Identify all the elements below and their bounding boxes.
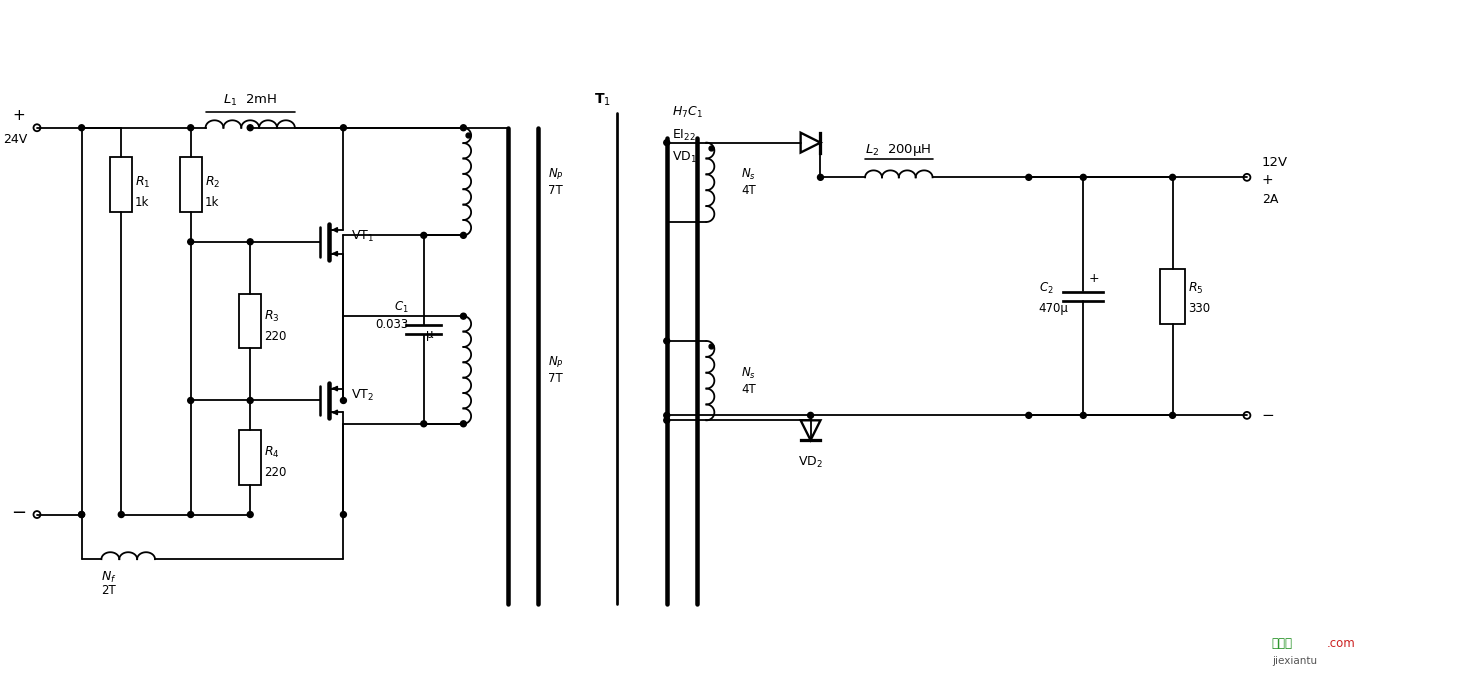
- Text: $C_2$: $C_2$: [1039, 281, 1054, 296]
- Circle shape: [460, 125, 466, 130]
- Bar: [1160, 269, 1185, 324]
- Circle shape: [663, 338, 670, 344]
- Circle shape: [420, 233, 426, 239]
- Text: VT$_1$: VT$_1$: [351, 229, 374, 245]
- Circle shape: [1169, 412, 1175, 418]
- Circle shape: [663, 412, 670, 418]
- Circle shape: [340, 125, 346, 130]
- Circle shape: [78, 512, 84, 518]
- Text: $H_7C_1$: $H_7C_1$: [672, 105, 703, 120]
- Text: 12V: 12V: [1262, 156, 1288, 169]
- Text: +: +: [1088, 272, 1098, 285]
- Text: $N_f$: $N_f$: [102, 569, 117, 585]
- Circle shape: [78, 125, 84, 130]
- Text: $N_P$
7T: $N_P$ 7T: [548, 355, 564, 385]
- Circle shape: [340, 512, 346, 518]
- Circle shape: [1026, 174, 1032, 180]
- Circle shape: [1026, 412, 1032, 418]
- Text: 220: 220: [263, 329, 287, 343]
- Circle shape: [1169, 174, 1175, 180]
- Circle shape: [460, 421, 466, 427]
- Circle shape: [663, 417, 670, 423]
- Circle shape: [247, 239, 253, 245]
- Text: $N_P$
7T: $N_P$ 7T: [548, 166, 564, 197]
- Text: 接线图: 接线图: [1271, 637, 1292, 650]
- Text: EI$_{22}$: EI$_{22}$: [672, 128, 696, 143]
- Text: VT$_2$: VT$_2$: [351, 388, 374, 403]
- Text: 0.033: 0.033: [376, 318, 408, 331]
- Text: −: −: [1262, 408, 1274, 423]
- Circle shape: [188, 125, 194, 130]
- Circle shape: [188, 239, 194, 245]
- Text: VD$_1$: VD$_1$: [672, 150, 697, 165]
- Text: 2T: 2T: [102, 585, 117, 598]
- Text: $N_s$
4T: $N_s$ 4T: [741, 366, 756, 395]
- Circle shape: [1080, 412, 1086, 418]
- Circle shape: [460, 313, 466, 319]
- Text: T$_1$: T$_1$: [593, 92, 611, 108]
- Text: $R_2$: $R_2$: [204, 174, 221, 190]
- Text: VD$_2$: VD$_2$: [798, 455, 823, 470]
- Text: $R_1$: $R_1$: [135, 174, 151, 190]
- Text: $R_5$: $R_5$: [1188, 281, 1203, 296]
- Text: jiexiantu: jiexiantu: [1271, 656, 1317, 667]
- Circle shape: [118, 512, 124, 518]
- Circle shape: [817, 174, 823, 180]
- Text: $N_s$
4T: $N_s$ 4T: [741, 167, 756, 197]
- Bar: [240, 430, 260, 485]
- Text: $L_2$  200μH: $L_2$ 200μH: [866, 141, 931, 158]
- Text: $R_4$: $R_4$: [263, 445, 280, 460]
- Circle shape: [663, 140, 670, 145]
- Circle shape: [188, 512, 194, 518]
- Circle shape: [1080, 174, 1086, 180]
- Bar: [240, 294, 260, 348]
- Text: 1k: 1k: [135, 195, 149, 209]
- Text: 24V: 24V: [3, 133, 27, 146]
- Text: .com: .com: [1326, 637, 1356, 650]
- Text: 2A: 2A: [1262, 193, 1279, 206]
- Polygon shape: [801, 132, 820, 153]
- Text: +: +: [13, 108, 25, 123]
- Text: 330: 330: [1188, 301, 1211, 315]
- Circle shape: [247, 397, 253, 404]
- Circle shape: [808, 412, 814, 418]
- Circle shape: [188, 397, 194, 404]
- Bar: [179, 158, 201, 212]
- Circle shape: [420, 421, 426, 427]
- Text: 220: 220: [263, 466, 287, 479]
- Text: +: +: [1262, 173, 1273, 187]
- Circle shape: [247, 125, 253, 130]
- Circle shape: [460, 233, 466, 239]
- Text: $C_1$: $C_1$: [394, 300, 408, 315]
- Polygon shape: [801, 420, 820, 440]
- Circle shape: [247, 512, 253, 518]
- Text: $R_3$: $R_3$: [263, 309, 280, 324]
- Circle shape: [340, 397, 346, 404]
- Circle shape: [78, 512, 84, 518]
- Text: μ: μ: [426, 328, 434, 341]
- Text: −: −: [12, 504, 27, 522]
- Text: $L_1$  2mH: $L_1$ 2mH: [223, 93, 277, 107]
- Bar: [111, 158, 132, 212]
- Text: 470μ: 470μ: [1039, 301, 1069, 315]
- Text: 1k: 1k: [204, 195, 219, 209]
